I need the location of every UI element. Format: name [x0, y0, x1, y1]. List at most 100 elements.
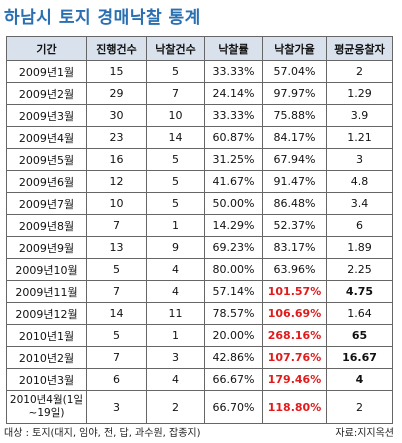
cell-period: 2009년1월 [6, 60, 87, 83]
cell-period: 2009년10월 [6, 258, 87, 281]
cell-avg-bidders: 4.75 [326, 280, 393, 303]
cell-progress-count: 7 [86, 280, 147, 303]
cell-price-rate: 97.97% [262, 82, 327, 105]
source-credit: 자료:지지옥션 [335, 428, 394, 439]
cell-price-rate: 106.69% [262, 302, 327, 325]
cell-winning-rate: 33.33% [204, 104, 263, 127]
cell-progress-count: 5 [86, 258, 147, 281]
cell-winning-count: 1 [146, 324, 205, 347]
header-winning-rate: 낙찰률 [204, 36, 263, 61]
cell-winning-rate: 60.87% [204, 126, 263, 149]
cell-winning-count: 4 [146, 368, 205, 391]
cell-avg-bidders: 4 [326, 368, 393, 391]
cell-avg-bidders: 1.29 [326, 82, 393, 105]
header-progress-count: 진행건수 [86, 36, 147, 61]
cell-winning-rate: 42.86% [204, 346, 263, 369]
cell-period: 2009년7월 [6, 192, 87, 215]
cell-winning-count: 11 [146, 302, 205, 325]
page-title: 하남시 토지 경매낙찰 통계 [4, 8, 201, 28]
table-row: 2010년3월 6 4 66.67% 179.46% 4 [6, 368, 393, 391]
cell-avg-bidders: 4.8 [326, 170, 393, 193]
table-row: 2009년2월 29 7 24.14% 97.97% 1.29 [6, 82, 393, 105]
cell-winning-rate: 78.57% [204, 302, 263, 325]
cell-progress-count: 6 [86, 368, 147, 391]
footnote: 대상 : 토지(대지, 임야, 전, 답, 과수원, 잡종지) [4, 428, 201, 439]
cell-period: 2009년11월 [6, 280, 87, 303]
cell-avg-bidders: 6 [326, 214, 393, 237]
cell-period: 2009년4월 [6, 126, 87, 149]
table-row: 2009년5월 16 5 31.25% 67.94% 3 [6, 148, 393, 171]
cell-price-rate: 57.04% [262, 60, 327, 83]
cell-period: 2010년3월 [6, 368, 87, 391]
table-row: 2009년7월 10 5 50.00% 86.48% 3.4 [6, 192, 393, 215]
cell-avg-bidders: 1.89 [326, 236, 393, 259]
cell-winning-rate: 31.25% [204, 148, 263, 171]
cell-winning-rate: 50.00% [204, 192, 263, 215]
cell-winning-rate: 57.14% [204, 280, 263, 303]
cell-progress-count: 10 [86, 192, 147, 215]
table-row: 2009년6월 12 5 41.67% 91.47% 4.8 [6, 170, 393, 193]
cell-progress-count: 13 [86, 236, 147, 259]
cell-period: 2010년4월(1일~19일) [6, 390, 87, 424]
cell-price-rate: 91.47% [262, 170, 327, 193]
table-body: 2009년1월 15 5 33.33% 57.04% 2 2009년2월 29 7 24.14% 9… [6, 60, 393, 424]
cell-winning-count: 1 [146, 214, 205, 237]
table-row: 2009년4월 23 14 60.87% 84.17% 1.21 [6, 126, 393, 149]
cell-period: 2009년5월 [6, 148, 87, 171]
cell-winning-rate: 33.33% [204, 60, 263, 83]
cell-avg-bidders: 2 [326, 390, 393, 424]
cell-winning-rate: 66.67% [204, 368, 263, 391]
cell-winning-rate: 20.00% [204, 324, 263, 347]
cell-winning-rate: 24.14% [204, 82, 263, 105]
cell-avg-bidders: 1.64 [326, 302, 393, 325]
cell-progress-count: 7 [86, 214, 147, 237]
cell-avg-bidders: 3.4 [326, 192, 393, 215]
cell-winning-count: 4 [146, 258, 205, 281]
table-row: 2009년11월 7 4 57.14% 101.57% 4.75 [6, 280, 393, 303]
cell-winning-count: 3 [146, 346, 205, 369]
header-avg-bidders: 평균응찰자 [326, 36, 393, 61]
auction-stats-table: 기간 진행건수 낙찰건수 낙찰률 낙찰가율 평균응찰자 2009년1월 15 5 33… [6, 36, 393, 424]
cell-progress-count: 5 [86, 324, 147, 347]
cell-period: 2010년2월 [6, 346, 87, 369]
cell-price-rate: 52.37% [262, 214, 327, 237]
cell-winning-count: 2 [146, 390, 205, 424]
cell-period: 2009년12월 [6, 302, 87, 325]
cell-price-rate: 67.94% [262, 148, 327, 171]
cell-period: 2010년1월 [6, 324, 87, 347]
cell-price-rate: 63.96% [262, 258, 327, 281]
cell-winning-count: 5 [146, 60, 205, 83]
cell-price-rate: 179.46% [262, 368, 327, 391]
cell-winning-rate: 14.29% [204, 214, 263, 237]
table-row: 2009년10월 5 4 80.00% 63.96% 2.25 [6, 258, 393, 281]
cell-winning-rate: 41.67% [204, 170, 263, 193]
table-row: 2010년4월(1일~19일) 3 2 66.70% 118.80% 2 [6, 390, 393, 424]
cell-period: 2009년6월 [6, 170, 87, 193]
cell-progress-count: 23 [86, 126, 147, 149]
cell-progress-count: 29 [86, 82, 147, 105]
cell-price-rate: 75.88% [262, 104, 327, 127]
cell-progress-count: 12 [86, 170, 147, 193]
cell-winning-count: 5 [146, 192, 205, 215]
cell-progress-count: 7 [86, 346, 147, 369]
cell-winning-rate: 66.70% [204, 390, 263, 424]
table-row: 2009년12월 14 11 78.57% 106.69% 1.64 [6, 302, 393, 325]
cell-price-rate: 84.17% [262, 126, 327, 149]
cell-period: 2009년2월 [6, 82, 87, 105]
cell-progress-count: 15 [86, 60, 147, 83]
cell-period: 2009년3월 [6, 104, 87, 127]
cell-avg-bidders: 3 [326, 148, 393, 171]
cell-winning-count: 7 [146, 82, 205, 105]
cell-winning-count: 10 [146, 104, 205, 127]
header-winning-count: 낙찰건수 [146, 36, 205, 61]
cell-price-rate: 107.76% [262, 346, 327, 369]
cell-price-rate: 86.48% [262, 192, 327, 215]
cell-avg-bidders: 2 [326, 60, 393, 83]
cell-winning-count: 5 [146, 170, 205, 193]
cell-winning-rate: 80.00% [204, 258, 263, 281]
cell-winning-count: 14 [146, 126, 205, 149]
cell-winning-rate: 69.23% [204, 236, 263, 259]
cell-price-rate: 83.17% [262, 236, 327, 259]
table-row: 2009년1월 15 5 33.33% 57.04% 2 [6, 60, 393, 83]
cell-price-rate: 118.80% [262, 390, 327, 424]
